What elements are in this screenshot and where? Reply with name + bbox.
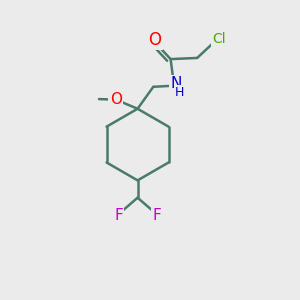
Text: O: O	[148, 31, 161, 49]
Text: N: N	[170, 76, 182, 91]
Text: F: F	[152, 208, 161, 223]
Text: O: O	[110, 92, 122, 107]
Text: Cl: Cl	[212, 32, 226, 46]
Text: H: H	[175, 86, 184, 99]
Text: F: F	[114, 208, 123, 223]
